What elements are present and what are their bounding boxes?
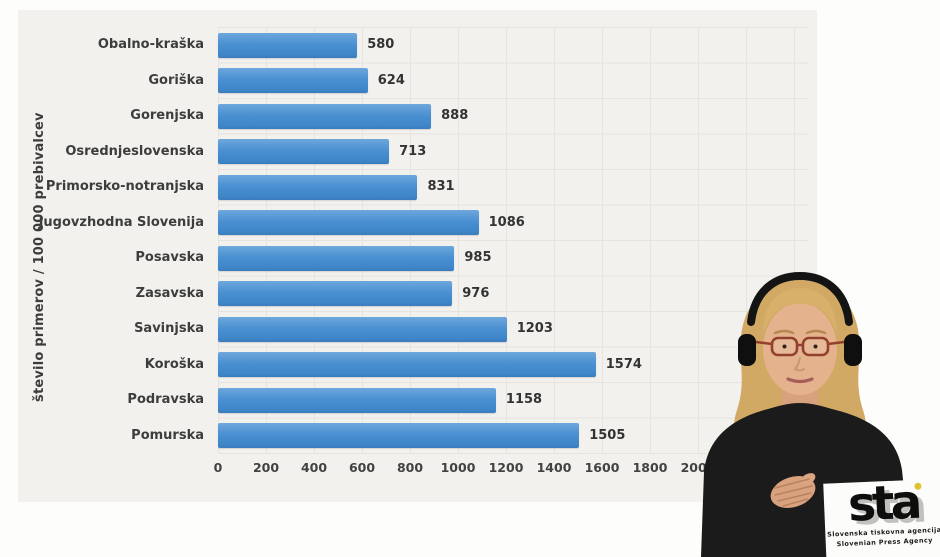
eyebrows <box>773 329 827 335</box>
value-label: 1203 <box>516 321 553 337</box>
bar-row: Pomurska 1505 <box>18 418 817 454</box>
value-label: 580 <box>367 37 395 53</box>
face <box>763 303 837 395</box>
bar <box>218 32 358 58</box>
bar <box>218 103 432 129</box>
clasped-hands <box>770 473 816 508</box>
sta-logo: sta Slovenska tiskovna agencija Slovenia… <box>823 474 940 557</box>
bar-row: Podravska 1158 <box>18 382 817 418</box>
bar-row: Gorenjska 888 <box>18 98 817 134</box>
x-tick-label: 800 <box>396 460 424 475</box>
category-label: Koroška <box>144 356 204 372</box>
bar <box>218 68 368 93</box>
bar-row: Jugovzhodna Slovenija 1086 <box>18 205 817 241</box>
bar-row: Obalno-kraška 580 <box>18 27 817 63</box>
bar <box>218 423 580 448</box>
eye-left <box>782 344 787 349</box>
category-label: Posavska <box>135 250 204 266</box>
x-tick-label: 1400 <box>536 460 572 475</box>
value-label: 985 <box>464 250 492 266</box>
bar <box>218 387 496 413</box>
eye-right <box>813 344 818 349</box>
category-label: Jugovzhodna Slovenija <box>38 214 204 230</box>
value-label: 1158 <box>505 392 543 408</box>
category-label: Gorenjska <box>130 108 204 124</box>
hair-fringe <box>763 288 837 334</box>
x-tick-label: 1600 <box>584 460 620 475</box>
value-label: 713 <box>399 143 427 159</box>
headphone-cup-right <box>844 334 862 366</box>
bar <box>218 281 453 306</box>
x-tick-label: 200 <box>252 460 280 475</box>
value-label: 1086 <box>488 214 525 230</box>
bar <box>218 174 418 200</box>
bar <box>218 316 507 342</box>
value-label: 888 <box>441 108 469 124</box>
category-label: Obalno-kraška <box>97 37 204 53</box>
x-tick-label: 1800 <box>632 460 668 475</box>
mouth <box>786 377 814 384</box>
plot-gridlines <box>218 27 808 454</box>
x-tick-label: 1200 <box>488 460 524 475</box>
value-label: 1505 <box>589 427 626 443</box>
x-tick-label: 400 <box>300 460 328 475</box>
chart-panel: število primerov / 100 000 prebivalcev O… <box>18 10 817 502</box>
x-tick-label: 1000 <box>440 460 476 475</box>
nose <box>793 357 805 372</box>
bar-row: Posavska 985 <box>18 240 817 276</box>
category-label: Goriška <box>148 72 204 88</box>
bar <box>218 139 390 164</box>
x-tick-label: 0 <box>213 460 223 475</box>
category-label: Zasavska <box>135 285 204 301</box>
value-label: 831 <box>427 179 455 195</box>
value-label: 976 <box>462 285 490 301</box>
category-label: Pomurska <box>131 427 204 443</box>
headphones-icon <box>747 271 853 326</box>
bar-row: Osrednjeslovenska 713 <box>18 134 817 170</box>
bar-row: Zasavska 976 <box>18 276 817 312</box>
value-label: 1574 <box>605 356 642 372</box>
bar-row: Koroška 1574 <box>18 347 817 383</box>
bar-row: Savinjska 1203 <box>18 311 817 347</box>
bar-row: Goriška 624 <box>18 63 817 99</box>
bar-row: Primorsko-notranjska 831 <box>18 169 817 205</box>
bar <box>218 210 479 235</box>
headphone-cup-left <box>738 334 756 366</box>
sta-wordmark: sta <box>846 474 920 533</box>
category-label: Osrednjeslovenska <box>65 143 204 159</box>
category-label: Primorsko-notranjska <box>45 179 204 195</box>
category-label: Savinjska <box>134 321 204 337</box>
x-tick-label: 600 <box>348 460 376 475</box>
bar <box>218 352 596 377</box>
category-label: Podravska <box>127 392 204 408</box>
value-label: 624 <box>377 72 405 88</box>
bar <box>218 245 455 271</box>
x-axis: 0 200 400 600 800 1000 1200 1400 1600 1800 2000 <box>214 460 738 484</box>
